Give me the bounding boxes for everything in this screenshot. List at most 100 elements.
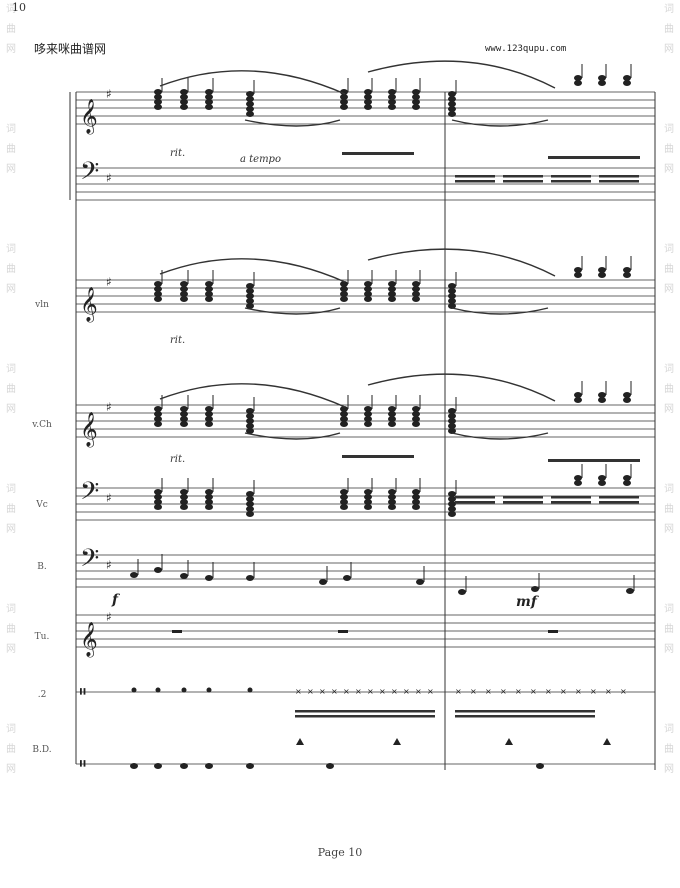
held-chord-note (246, 413, 254, 419)
beam (455, 180, 495, 183)
beam (342, 152, 414, 155)
watermark-glyph-group: 词曲网 (664, 124, 674, 175)
chord-note (180, 94, 188, 100)
held-chord-note (448, 288, 456, 294)
x-notehead: × (605, 687, 612, 696)
a-tempo-marking: a tempo (240, 154, 281, 165)
chord-note (154, 296, 162, 302)
chord-note (205, 89, 213, 95)
instrument-label-drum2: .2 (37, 690, 47, 700)
chord-note (154, 411, 162, 417)
accented-note (574, 267, 582, 273)
accented-note (598, 272, 606, 278)
bass-note (246, 575, 254, 581)
x-notehead: × (379, 687, 386, 696)
bass-note (626, 588, 634, 594)
beam (503, 496, 543, 499)
accented-note (574, 272, 582, 278)
bass-note (458, 589, 466, 595)
chord-note (154, 406, 162, 412)
chord-note (180, 99, 188, 105)
treble-clef: 𝄞 (80, 622, 98, 658)
chord-note (340, 406, 348, 412)
watermark-glyph-group: 词曲网 (6, 124, 16, 175)
accented-note (598, 475, 606, 481)
held-chord-note (246, 298, 254, 304)
beam (455, 710, 595, 713)
chord-note (205, 411, 213, 417)
chord-note (364, 499, 372, 505)
chord-note (412, 94, 420, 100)
accented-note (623, 397, 631, 403)
slur (159, 258, 346, 283)
chord-note (388, 504, 396, 510)
chord-note (205, 489, 213, 495)
slur (367, 248, 556, 277)
snare-hit (131, 687, 137, 693)
clefs: 𝄞 ♯ 𝄢 ♯ 𝄞 ♯ 𝄞 ♯ 𝄢 ♯ 𝄢 ♯ 𝄞 ♯ 𝄥 𝄥 (80, 87, 112, 775)
bass-note (416, 579, 424, 585)
accented-note (574, 75, 582, 81)
chord-note (388, 421, 396, 427)
page-number: 10 (12, 1, 26, 14)
bass-drum-hit (180, 763, 188, 769)
held-chord-note (448, 423, 456, 429)
chord-note (388, 499, 396, 505)
chord-note (180, 494, 188, 500)
held-chord-note (246, 91, 254, 97)
chord-note (340, 421, 348, 427)
chord-note (154, 504, 162, 510)
beam (551, 180, 591, 183)
beam (551, 501, 591, 504)
chord-note (154, 416, 162, 422)
held-chord-note (246, 101, 254, 107)
held-chord-note (448, 101, 456, 107)
bass-drum-hit (205, 763, 213, 769)
chord-note (340, 291, 348, 297)
chord-note (364, 286, 372, 292)
perc-clef: 𝄥 (80, 754, 86, 775)
chord-note (340, 499, 348, 505)
chord-note (388, 104, 396, 110)
chord-note (364, 411, 372, 417)
rit-marking: rit. (170, 335, 186, 346)
tie (244, 432, 341, 440)
snare-hit (155, 687, 161, 693)
chord-note (388, 281, 396, 287)
beam (342, 455, 414, 458)
held-chord-note (448, 506, 456, 512)
held-chord-note (448, 298, 456, 304)
key-signature-sharp: ♯ (106, 491, 112, 505)
chord-note (388, 494, 396, 500)
chord-note (364, 99, 372, 105)
x-notehead: × (620, 687, 627, 696)
barlines (69, 92, 656, 770)
held-chord-note (448, 96, 456, 102)
accented-note (623, 267, 631, 273)
notes: × × × × × × × × × × × × × × × × × × × × × × × × (130, 64, 635, 769)
x-notehead: × (560, 687, 567, 696)
chord-note (205, 296, 213, 302)
chord-note (364, 104, 372, 110)
accented-note (574, 475, 582, 481)
watermark-glyph-group: 词曲网 (664, 604, 674, 655)
beams (295, 152, 640, 718)
chord-note (205, 94, 213, 100)
chord-note (180, 286, 188, 292)
bass-drum-hit (246, 763, 254, 769)
accented-note (598, 75, 606, 81)
chord-note (205, 104, 213, 110)
held-chord-note (448, 91, 456, 97)
beam (295, 715, 435, 718)
bass-drum-hit (536, 763, 544, 769)
chord-note (364, 94, 372, 100)
chord-note (180, 296, 188, 302)
held-chord-note (246, 511, 254, 517)
chord-note (412, 291, 420, 297)
chord-note (412, 504, 420, 510)
watermark-glyph-group: 词曲网 (6, 604, 16, 655)
key-signature-sharp: ♯ (106, 275, 112, 289)
tie (244, 307, 341, 315)
chord-note (154, 94, 162, 100)
